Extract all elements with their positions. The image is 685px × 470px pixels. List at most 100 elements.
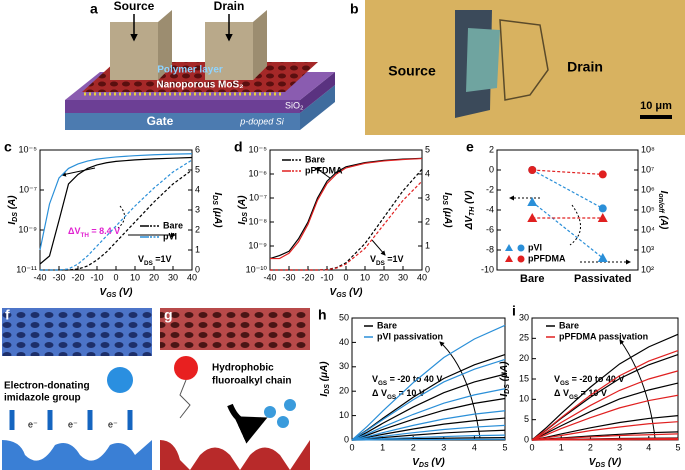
x-tick-label: -30	[282, 272, 295, 282]
y-axis-label: IDS (A)	[237, 195, 250, 225]
label-source: Source	[114, 0, 155, 13]
x-tick-label: 0	[113, 272, 118, 282]
legend-label: pVI	[163, 231, 177, 241]
y2-axis-label: Ion/off (A)	[657, 191, 670, 230]
mos2-layer	[2, 440, 152, 470]
y-tick-label: 10⁻⁷	[249, 192, 267, 202]
series-line	[270, 157, 423, 260]
marker-circle	[598, 204, 607, 213]
label-sio2: SiO₂	[285, 100, 304, 110]
y2-tick-label: 10⁷	[641, 164, 654, 174]
y-tick-label: 10⁻¹⁰	[246, 264, 268, 274]
y2-axis-label-part: DS	[211, 195, 218, 205]
marker-triangle	[527, 213, 538, 222]
legend-swatch	[517, 255, 525, 263]
y2-axis-label-part: (A)	[658, 213, 669, 230]
y-tick-label: 10⁻⁵	[249, 144, 268, 154]
y-axis-label-part: I	[7, 222, 18, 225]
series-line	[351, 424, 506, 441]
y-axis-label-part: I	[319, 394, 330, 397]
x-axis-label-part: GS	[106, 292, 116, 299]
series-line	[531, 415, 679, 441]
x-tick-label: 10	[130, 272, 140, 282]
panel-label: d	[234, 139, 243, 155]
y-axis-label: IDS (A)	[7, 195, 20, 225]
y-tick-label: 15	[519, 373, 529, 383]
scale-bar	[640, 115, 672, 119]
y2-tick-label: 10⁸	[641, 144, 655, 154]
x-axis-label-part: (V)	[605, 457, 622, 468]
annotation-part: V	[138, 254, 144, 264]
y2-tick-label: 2	[195, 224, 200, 234]
arrows	[9, 410, 133, 430]
x-tick-label: 30	[168, 272, 178, 282]
y2-tick-label: 3	[195, 204, 200, 214]
x-axis-label-part: V	[100, 287, 108, 298]
y-tick-label: -10	[481, 264, 494, 274]
y-axis-label: IDS (μA)	[319, 361, 332, 397]
series-line	[351, 358, 506, 441]
panel-label: h	[318, 307, 327, 323]
scale-label: 10 μm	[640, 100, 672, 112]
y-tick-label: 30	[519, 312, 529, 322]
annotation-part: GS	[387, 394, 396, 401]
legend-label: Bare	[559, 320, 579, 330]
y-tick-label: 30	[339, 361, 349, 371]
y2-tick-label: 6	[195, 144, 200, 154]
series-line	[351, 397, 506, 441]
x-tick-label: -20	[71, 272, 84, 282]
y-axis-label-part: TH	[469, 206, 476, 216]
y2-axis-label-part: I	[442, 192, 453, 195]
y-axis-label-part: ΔV	[464, 215, 475, 231]
marker-triangle	[527, 197, 538, 206]
panel-label: b	[350, 1, 359, 17]
y-tick-label: 10⁻⁵	[19, 144, 38, 154]
series-line	[531, 382, 679, 441]
x-tick-label: Bare	[520, 273, 544, 285]
x-tick-label: -10	[90, 272, 103, 282]
y-tick-label: 2	[489, 144, 494, 154]
x-axis-label-part: DS	[419, 462, 429, 469]
x-tick-label: 1	[559, 442, 564, 452]
x-tick-label: 30	[398, 272, 408, 282]
plot-frame	[496, 149, 639, 271]
description: imidazole group	[4, 393, 81, 404]
y-tick-label: 10	[519, 394, 529, 404]
series-line	[531, 169, 604, 209]
x-axis-label-part: (V)	[346, 287, 363, 298]
label-drain: Drain	[567, 59, 603, 75]
x-tick-label: 0	[343, 272, 348, 282]
y-tick-label: 40	[339, 337, 349, 347]
annotation: ΔVTH = 8.4 V	[68, 226, 120, 239]
annotation-part: V	[372, 374, 378, 384]
x-tick-label: -10	[320, 272, 333, 282]
series-line	[531, 333, 679, 441]
y-tick-label: 10⁻⁶	[249, 168, 268, 178]
annotation: Δ VGS = 10 V	[554, 388, 607, 401]
plot-frame	[39, 149, 193, 271]
annotation-part: DS	[144, 260, 153, 267]
x-tick-label: 1	[380, 442, 385, 452]
electron: e⁻	[108, 419, 118, 429]
legend-label: pPFDMA	[528, 253, 566, 263]
y-tick-label: -8	[486, 244, 494, 254]
x-tick-label: 5	[502, 442, 507, 452]
legend-label: Bare	[163, 220, 183, 230]
y-axis-label-part: DS	[242, 212, 249, 222]
x-tick-label: 40	[187, 272, 197, 282]
description: Hydrophobic	[212, 363, 274, 374]
y-tick-label: -4	[486, 204, 494, 214]
y-axis-label-part: I	[237, 222, 248, 225]
y-tick-label: 10⁻⁹	[18, 224, 37, 234]
x-tick-label: -40	[33, 272, 46, 282]
y-axis-label-part: DS	[12, 212, 19, 222]
x-tick-label: 0	[529, 442, 534, 452]
y2-tick-label: 10³	[641, 244, 654, 254]
panel-label: c	[4, 139, 12, 155]
series-line	[351, 434, 506, 441]
legend-label: pVI passivation	[377, 331, 443, 341]
annotation-part: GS	[569, 394, 578, 401]
y-axis-label-part: (A)	[7, 195, 18, 212]
x-tick-label: 3	[441, 442, 446, 452]
